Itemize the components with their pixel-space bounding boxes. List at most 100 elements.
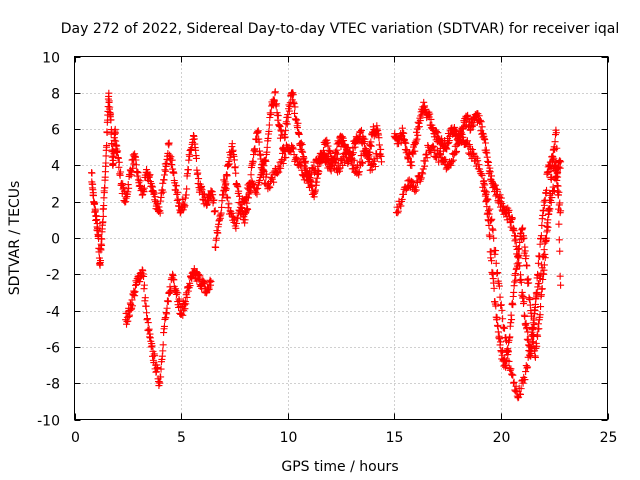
data-point (103, 142, 111, 150)
data-point (232, 224, 240, 232)
data-point (551, 138, 559, 146)
data-point (209, 191, 217, 199)
data-point (488, 215, 496, 223)
data-point (265, 127, 273, 135)
data-point (159, 341, 167, 349)
data-point (544, 216, 552, 224)
data-point (265, 182, 273, 190)
data-point (437, 151, 445, 159)
data-point (468, 123, 476, 131)
data-point (284, 113, 292, 121)
data-point (488, 225, 496, 233)
data-point (303, 176, 311, 184)
data-point (394, 209, 402, 217)
data-point (252, 189, 260, 197)
data-point (194, 169, 202, 177)
data-point (557, 158, 565, 166)
data-point (274, 112, 282, 120)
data-point (235, 187, 243, 195)
data-point (537, 303, 545, 311)
data-point (167, 153, 175, 161)
data-point (267, 109, 275, 117)
data-point (170, 169, 178, 177)
data-point (538, 285, 546, 293)
data-point (421, 162, 429, 170)
data-point (232, 169, 240, 177)
data-point (114, 154, 122, 162)
data-point (222, 185, 230, 193)
data-point (225, 200, 233, 208)
x-tick-label: 20 (493, 430, 511, 446)
data-point (434, 129, 442, 137)
data-point (498, 306, 506, 314)
data-point (157, 373, 165, 381)
data-point (97, 257, 105, 265)
data-point (517, 278, 525, 286)
data-point (362, 145, 370, 153)
y-tick-label: -10 (37, 414, 60, 430)
data-point (164, 298, 172, 306)
data-point (98, 235, 106, 243)
data-point (184, 166, 192, 174)
data-point (512, 276, 520, 284)
data-point (495, 282, 503, 290)
data-point (484, 209, 492, 217)
data-point (227, 208, 235, 216)
data-point (151, 352, 159, 360)
data-point (336, 167, 344, 175)
data-point (394, 207, 402, 215)
data-point (412, 128, 420, 136)
data-point (357, 128, 365, 136)
data-point (531, 353, 539, 361)
data-point (549, 153, 557, 161)
data-point (496, 293, 504, 301)
data-point (323, 139, 331, 147)
data-point (230, 156, 238, 164)
y-axis-label: SDTVAR / TECUs (7, 181, 23, 296)
data-point (523, 335, 531, 343)
data-point (306, 175, 314, 183)
data-point (469, 145, 477, 153)
data-point (366, 156, 374, 164)
data-point (502, 361, 510, 369)
y-tick-label: 4 (51, 159, 60, 175)
data-point (543, 186, 551, 194)
data-point (132, 161, 140, 169)
data-point (307, 170, 315, 178)
series-track (88, 89, 219, 269)
data-point (515, 251, 523, 259)
data-point (353, 162, 361, 170)
data-point (163, 304, 171, 312)
data-point (475, 161, 483, 169)
data-point (277, 164, 285, 172)
data-point (105, 97, 113, 105)
data-point (556, 164, 564, 172)
data-point (507, 365, 515, 373)
data-point (196, 272, 204, 280)
data-point (276, 123, 284, 131)
data-point (327, 149, 335, 157)
data-point (422, 150, 430, 158)
data-point (465, 141, 473, 149)
data-point (265, 121, 273, 129)
data-point (413, 135, 421, 143)
data-point (175, 297, 183, 305)
data-point (128, 168, 136, 176)
data-point (157, 365, 165, 373)
data-point (493, 314, 501, 322)
data-point (256, 176, 264, 184)
data-point (91, 199, 99, 207)
data-point (417, 175, 425, 183)
data-point (225, 160, 233, 168)
data-point (228, 140, 236, 148)
data-point (152, 368, 160, 376)
y-tick-label: -8 (46, 377, 60, 393)
data-point (522, 368, 530, 376)
data-point (505, 206, 513, 214)
data-point (212, 234, 220, 242)
data-point (192, 154, 200, 162)
data-point (556, 272, 564, 280)
y-tick-label: 6 (51, 123, 60, 139)
data-point (359, 159, 367, 167)
